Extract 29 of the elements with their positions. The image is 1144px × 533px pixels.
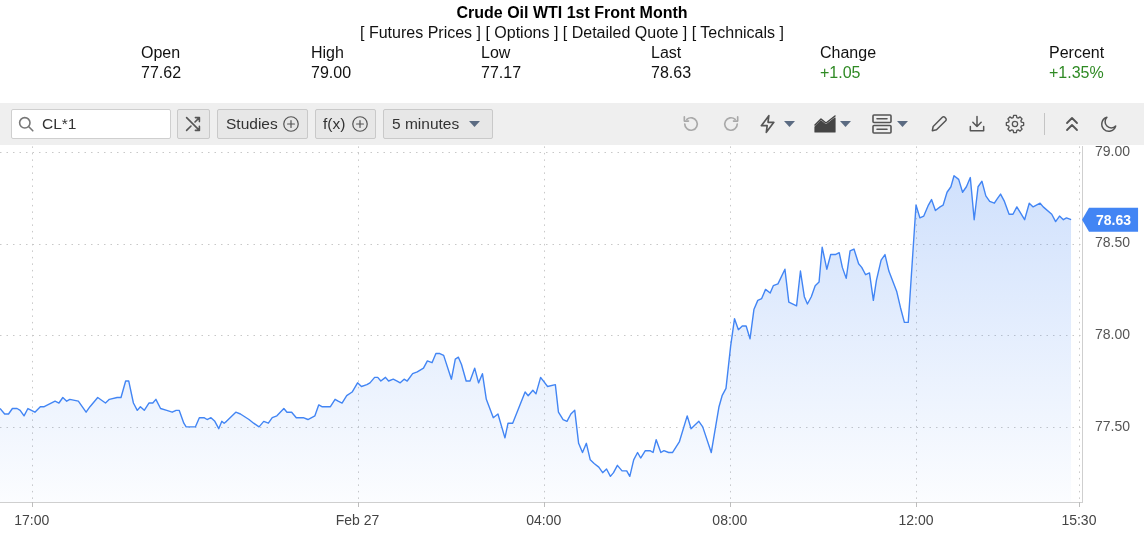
- text: +1.35%: [1049, 63, 1105, 83]
- y-tick-label: 78.50: [1095, 234, 1131, 251]
- function-button: f(x): [315, 109, 376, 139]
- x-tick-label: 15:30: [1061, 512, 1097, 529]
- x-tick-label: Feb 27: [335, 512, 380, 529]
- search-field: CL*1: [11, 109, 171, 139]
- text: Change: [820, 43, 877, 63]
- chart-subtitle: [ Futures Prices ] [ Options ] [ Detailed Quote ] [ Technicals ]: [360, 24, 784, 41]
- chart-title: Crude Oil WTI 1st Front Month: [456, 4, 688, 21]
- text: Last: [651, 43, 683, 63]
- y-tick-label: 77.50: [1095, 417, 1131, 434]
- x-tick-label: 04:00: [526, 512, 562, 529]
- text: 78.63: [651, 63, 692, 83]
- text: Percent: [1049, 43, 1105, 63]
- studies-button: Studies: [217, 109, 308, 139]
- text: Open: [141, 43, 182, 63]
- y-tick-label: 79.00: [1095, 142, 1131, 159]
- annotation: 78.63: [1095, 211, 1132, 228]
- text: High: [311, 43, 345, 63]
- x-tick-label: 08:00: [712, 512, 748, 529]
- text: Low: [481, 43, 512, 63]
- interval-dropdown: 5 minutes: [383, 109, 493, 139]
- text: +1.05: [820, 63, 862, 83]
- x-tick-label: 12:00: [898, 512, 934, 529]
- text: 79.00: [311, 63, 352, 83]
- text: 77.62: [141, 63, 182, 83]
- text: 77.17: [481, 63, 522, 83]
- x-tick-label: 17:00: [14, 512, 50, 529]
- y-tick-label: 78.00: [1095, 326, 1131, 343]
